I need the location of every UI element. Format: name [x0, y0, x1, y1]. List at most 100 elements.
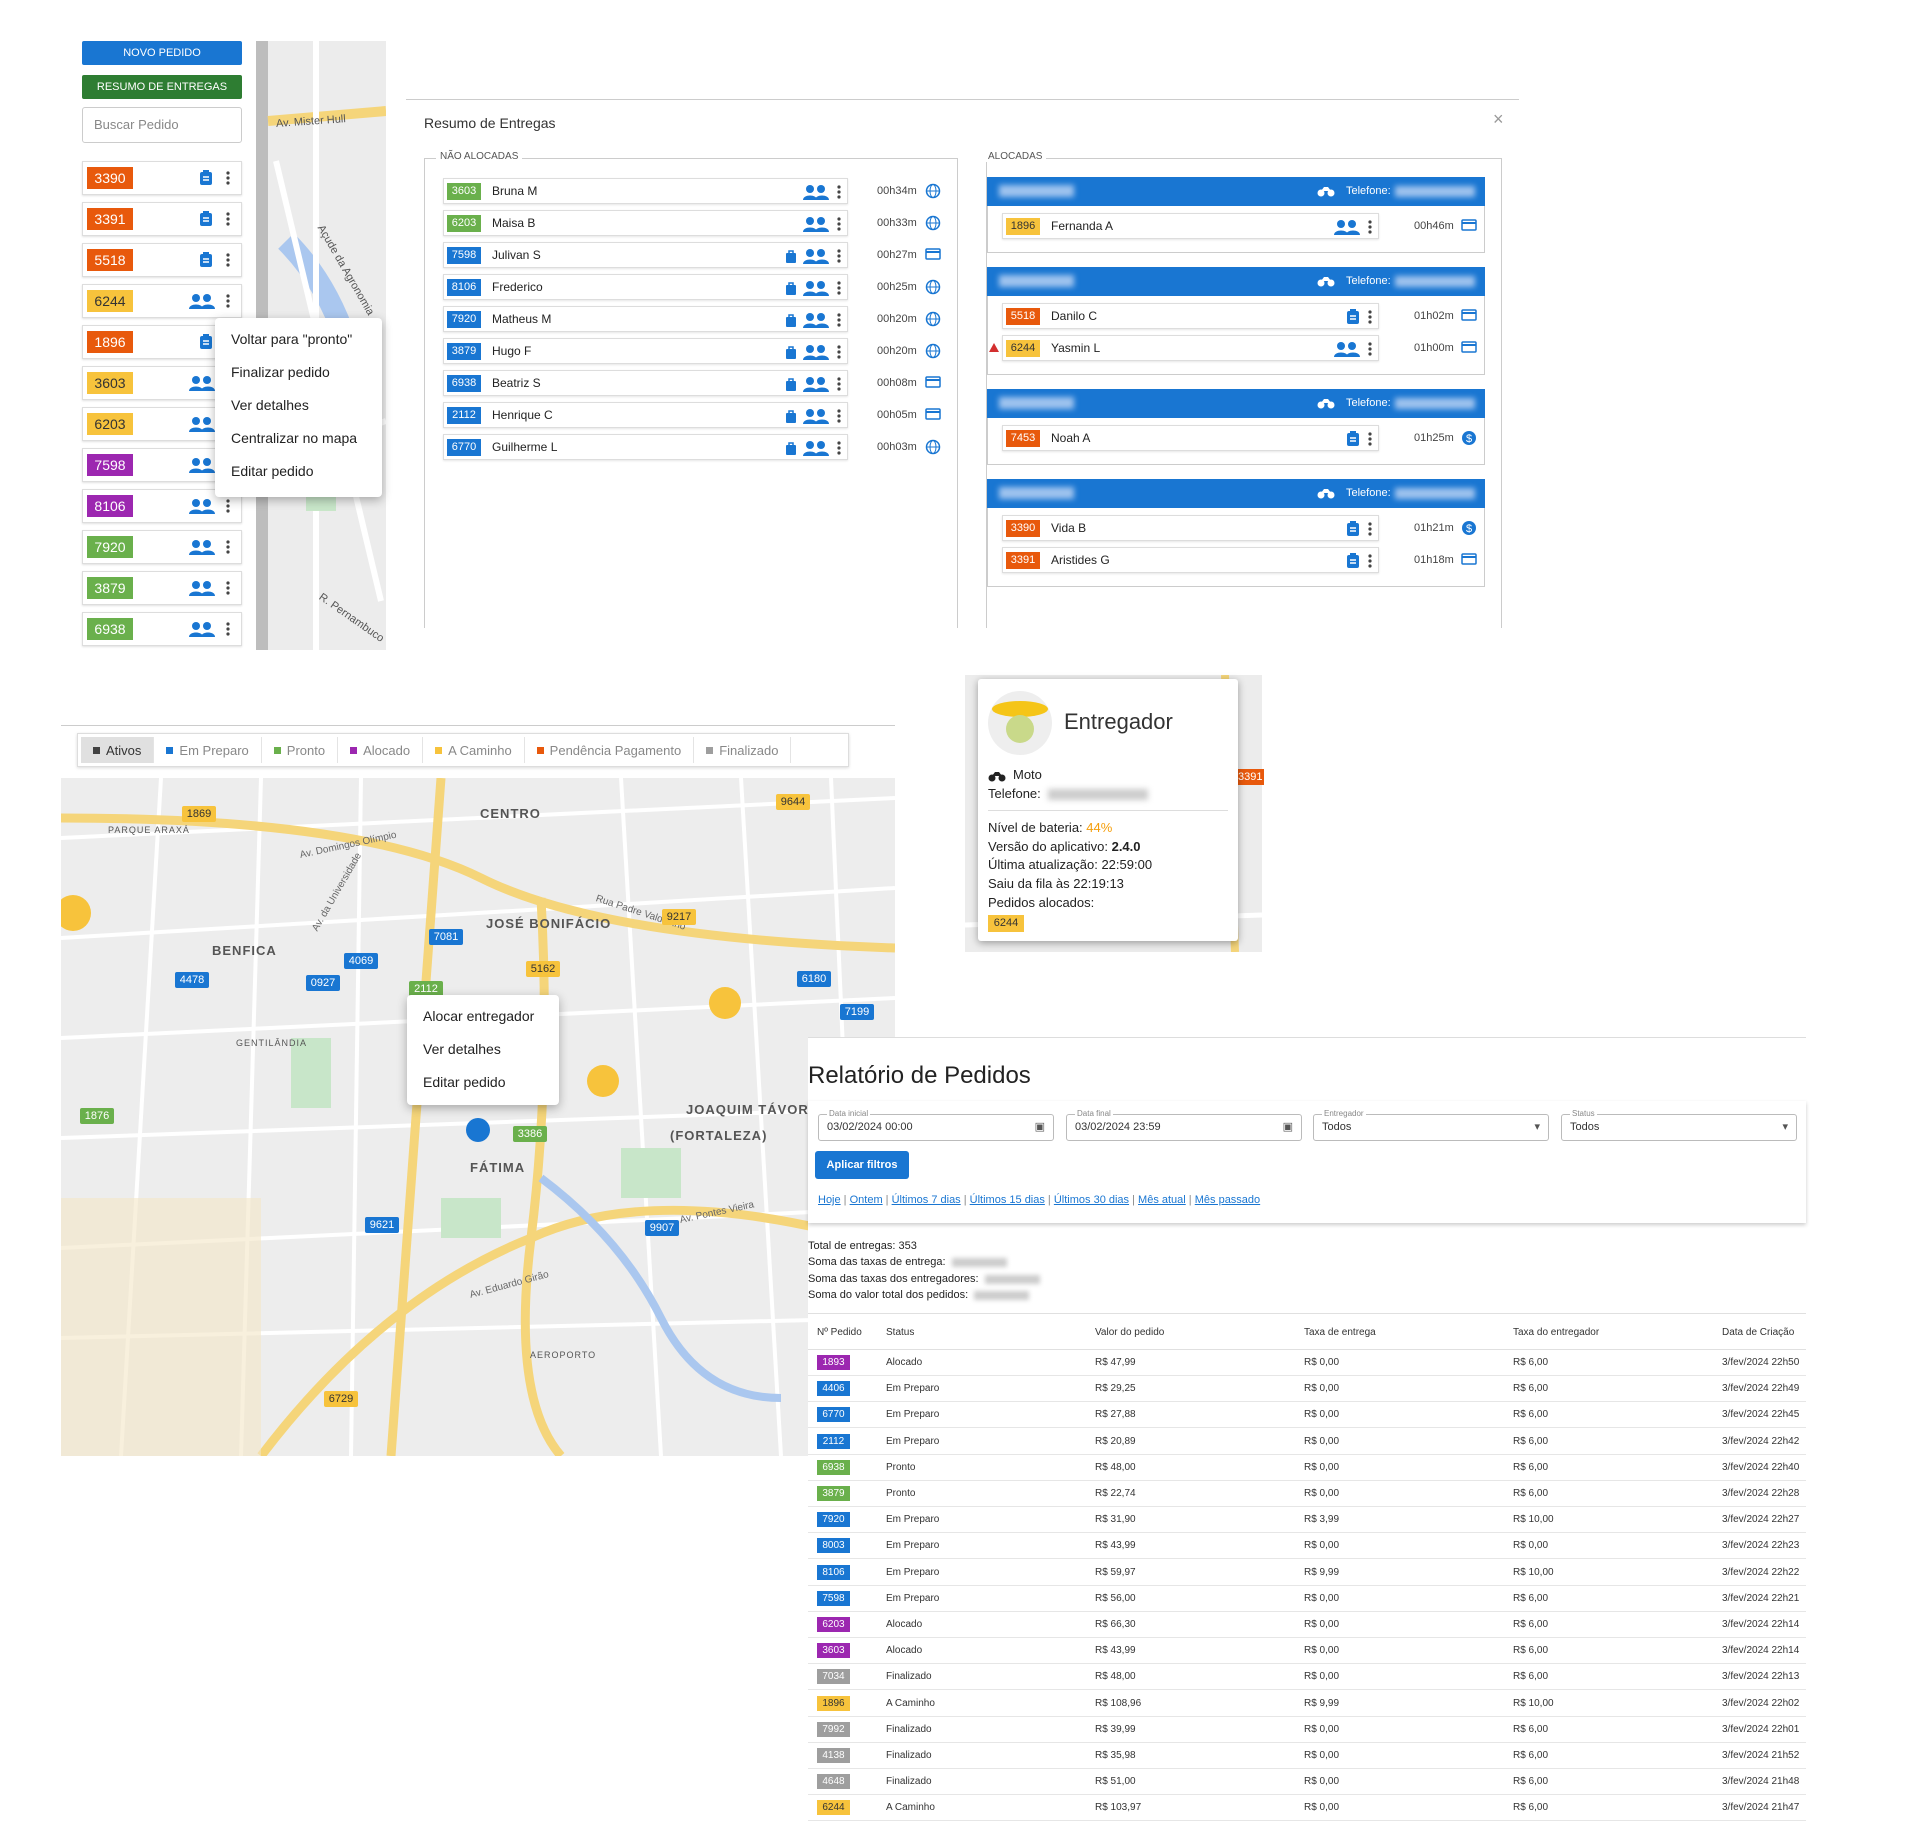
- order-card[interactable]: 3390: [82, 161, 242, 195]
- icon-person: [803, 216, 829, 232]
- status-filter[interactable]: Alocado: [338, 737, 424, 763]
- quick-link[interactable]: Mês passado: [1194, 1194, 1261, 1206]
- delivery-row[interactable]: 6244 Yasmin L: [1002, 335, 1379, 361]
- icon-dots: [1368, 342, 1372, 356]
- order-pin[interactable]: 1869: [182, 806, 216, 822]
- order-card[interactable]: 3879: [82, 571, 242, 605]
- status-filter[interactable]: Finalizado: [694, 737, 792, 763]
- order-pin[interactable]: 9907: [645, 1220, 679, 1236]
- order-card[interactable]: 6938: [82, 612, 242, 646]
- delivery-row[interactable]: 2112 Henrique C: [443, 402, 848, 428]
- status-filter[interactable]: Em Preparo: [154, 737, 262, 763]
- summary-button[interactable]: RESUMO DE ENTREGAS: [82, 75, 242, 99]
- quick-link[interactable]: Últimos 30 dias: [1053, 1194, 1130, 1206]
- order-pin[interactable]: 3386: [513, 1126, 547, 1142]
- order-pin[interactable]: 7199: [840, 1004, 874, 1020]
- menu-item[interactable]: Ver detalhes: [423, 1041, 501, 1057]
- delivery-row[interactable]: 3603 Bruna M: [443, 178, 848, 204]
- order-pin[interactable]: 9217: [662, 909, 696, 925]
- filter-field[interactable]: Entregador Todos ▾: [1313, 1109, 1549, 1141]
- phone-label: Telefone:: [1346, 397, 1391, 409]
- status-swatch: [536, 746, 544, 754]
- moto-icon: [1317, 397, 1335, 409]
- elapsed-time: 01h00m: [1414, 342, 1454, 354]
- delivery-row[interactable]: 1896 Fernanda A: [1002, 213, 1379, 239]
- icon-dots: [837, 345, 841, 359]
- delivery-row[interactable]: 3879 Hugo F: [443, 338, 848, 364]
- order-card[interactable]: 5518: [82, 243, 242, 277]
- order-card[interactable]: 7920: [82, 530, 242, 564]
- menu-item[interactable]: Finalizar pedido: [231, 364, 330, 380]
- row-rule: [808, 1558, 1806, 1560]
- order-pin[interactable]: 7081: [429, 929, 463, 945]
- delivery-row[interactable]: 7453 Noah A: [1002, 425, 1379, 451]
- delivery-row[interactable]: 6938 Beatriz S: [443, 370, 848, 396]
- delivery-row[interactable]: 6203 Maisa B: [443, 210, 848, 236]
- quick-link[interactable]: Mês atual: [1138, 1194, 1186, 1206]
- order-badge: 6770: [447, 439, 481, 456]
- delivery-row[interactable]: 5518 Danilo C: [1002, 303, 1379, 329]
- menu-item[interactable]: Alocar entregador: [423, 1008, 535, 1024]
- order-pin[interactable]: 2112: [409, 981, 443, 997]
- delivery-row[interactable]: 3391 Aristides G: [1002, 547, 1379, 573]
- delivery-row[interactable]: 3390 Vida B: [1002, 515, 1379, 541]
- icon-dots: [1368, 220, 1372, 234]
- menu-item[interactable]: Voltar para "pronto": [231, 331, 353, 347]
- order-pin[interactable]: 4069: [344, 953, 378, 969]
- info-label: Saiu da fila às: [988, 876, 1070, 891]
- icon-dots: [837, 281, 841, 295]
- menu-item[interactable]: Editar pedido: [423, 1074, 506, 1090]
- order-pin[interactable]: 6729: [324, 1391, 358, 1407]
- status-filter[interactable]: Ativos: [81, 737, 155, 763]
- row-rule: [808, 1794, 1806, 1796]
- search-input[interactable]: Buscar Pedido: [82, 107, 242, 143]
- order-pin[interactable]: 0927: [306, 975, 340, 991]
- table-cell: R$ 6,00: [1513, 1802, 1549, 1814]
- table-cell: R$ 10,00: [1513, 1566, 1554, 1578]
- quick-link[interactable]: Últimos 7 dias: [891, 1194, 961, 1206]
- order-pin[interactable]: 9644: [776, 794, 810, 810]
- status-filter[interactable]: Pronto: [262, 737, 339, 763]
- status-filter[interactable]: Pendência Pagamento: [525, 737, 695, 763]
- column-header: Taxa de entrega: [1304, 1327, 1376, 1338]
- moto-icon: [1317, 185, 1335, 197]
- order-pin[interactable]: 4478: [175, 972, 209, 988]
- order-pin[interactable]: 5162: [526, 961, 560, 977]
- order-pin[interactable]: 6180: [797, 971, 831, 987]
- order-pin[interactable]: 9621: [365, 1217, 399, 1233]
- table-cell: Finalizado: [886, 1671, 932, 1683]
- row-rule: [808, 1768, 1806, 1769]
- filter-value: 03/02/2024 00:00: [827, 1121, 913, 1133]
- order-card[interactable]: 3391: [82, 202, 242, 236]
- phone-label: Telefone:: [988, 786, 1041, 801]
- delivery-row[interactable]: 8106 Frederico: [443, 274, 848, 300]
- order-pin[interactable]: 1876: [80, 1108, 114, 1124]
- quick-link[interactable]: Hoje: [818, 1194, 841, 1206]
- icon-dots: [1368, 432, 1372, 446]
- status-filter[interactable]: A Caminho: [423, 737, 525, 763]
- menu-item[interactable]: Editar pedido: [231, 463, 314, 479]
- order-card[interactable]: 6244: [82, 284, 242, 318]
- delivery-row[interactable]: 7598 Julivan S: [443, 242, 848, 268]
- quick-link[interactable]: Últimos 15 dias: [969, 1194, 1045, 1206]
- quick-link[interactable]: Ontem: [849, 1194, 883, 1206]
- sum-value: [974, 1291, 1029, 1300]
- icon-dots: [226, 212, 230, 226]
- menu-item[interactable]: Ver detalhes: [231, 397, 309, 413]
- moto-icon: [988, 770, 1006, 782]
- delivery-row[interactable]: 6770 Guilherme L: [443, 434, 848, 460]
- modal-close[interactable]: ×: [1493, 109, 1504, 129]
- filter-field[interactable]: Status Todos ▾: [1561, 1109, 1797, 1141]
- filter-field[interactable]: Data inicial 03/02/2024 00:00 ▣: [818, 1109, 1054, 1141]
- order-badge: 1893: [817, 1355, 850, 1370]
- icon-card: [925, 375, 941, 389]
- apply-button[interactable]: Aplicar filtros: [815, 1151, 909, 1179]
- menu-item[interactable]: Centralizar no mapa: [231, 430, 358, 446]
- icon-person: [1334, 219, 1360, 235]
- new-order-button[interactable]: NOVO PEDIDO: [82, 41, 242, 65]
- customer-name: Noah A: [1051, 431, 1091, 445]
- delivery-row[interactable]: 7920 Matheus M: [443, 306, 848, 332]
- icon-person: [189, 375, 215, 391]
- filter-field[interactable]: Data final 03/02/2024 23:59 ▣: [1066, 1109, 1302, 1141]
